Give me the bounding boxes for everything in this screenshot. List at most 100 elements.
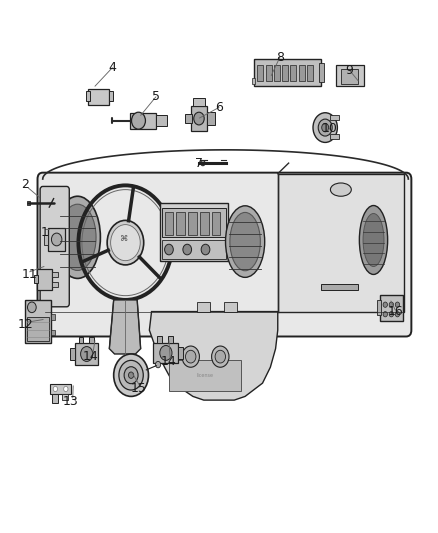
Bar xyxy=(70,348,75,360)
Bar xyxy=(62,394,68,400)
Bar xyxy=(185,114,191,123)
FancyBboxPatch shape xyxy=(38,173,411,336)
Ellipse shape xyxy=(230,213,260,271)
Bar xyxy=(224,302,237,312)
Bar xyxy=(177,213,185,235)
Bar xyxy=(336,65,364,86)
Bar xyxy=(188,213,197,235)
Text: 2: 2 xyxy=(21,178,29,191)
Circle shape xyxy=(212,346,229,367)
Bar xyxy=(178,347,184,359)
Bar xyxy=(212,213,220,235)
Circle shape xyxy=(131,112,145,129)
Circle shape xyxy=(28,302,36,313)
Bar xyxy=(88,89,110,105)
Bar xyxy=(193,98,205,106)
Ellipse shape xyxy=(330,183,351,196)
Bar xyxy=(153,343,178,363)
Circle shape xyxy=(111,224,140,261)
Bar xyxy=(278,174,404,312)
Bar xyxy=(34,275,38,284)
Circle shape xyxy=(64,386,68,392)
Circle shape xyxy=(389,312,393,317)
Bar xyxy=(165,213,173,235)
Circle shape xyxy=(160,345,172,360)
Text: 13: 13 xyxy=(63,395,79,408)
Bar xyxy=(321,284,358,290)
Bar xyxy=(89,337,94,343)
Bar xyxy=(329,115,339,120)
Bar xyxy=(50,384,71,394)
Circle shape xyxy=(313,113,337,142)
Bar xyxy=(274,65,280,81)
Bar xyxy=(168,336,173,343)
Text: 11: 11 xyxy=(22,268,38,281)
Circle shape xyxy=(395,302,399,308)
Bar xyxy=(207,112,215,125)
Circle shape xyxy=(194,112,204,125)
Bar xyxy=(27,201,30,205)
Ellipse shape xyxy=(363,214,384,266)
Bar xyxy=(257,65,263,81)
Text: 4: 4 xyxy=(109,61,117,74)
Text: 6: 6 xyxy=(215,101,223,114)
Circle shape xyxy=(201,244,210,255)
Bar xyxy=(290,65,297,81)
Bar xyxy=(37,269,52,290)
Bar xyxy=(162,240,226,259)
Bar xyxy=(191,106,207,131)
Circle shape xyxy=(389,302,393,308)
Bar xyxy=(130,113,156,128)
Circle shape xyxy=(383,302,388,308)
Bar xyxy=(329,134,339,139)
Bar xyxy=(110,91,113,101)
Ellipse shape xyxy=(59,204,96,270)
FancyBboxPatch shape xyxy=(40,187,69,307)
Text: 8: 8 xyxy=(276,51,284,63)
Text: 14: 14 xyxy=(161,356,177,368)
Text: ⌘: ⌘ xyxy=(120,234,129,243)
Bar xyxy=(197,302,210,312)
Circle shape xyxy=(81,346,93,361)
Circle shape xyxy=(182,346,199,367)
Ellipse shape xyxy=(55,196,100,278)
Bar xyxy=(27,317,49,341)
Text: 15: 15 xyxy=(131,382,146,395)
Bar xyxy=(162,208,226,237)
Text: 14: 14 xyxy=(83,350,99,363)
Circle shape xyxy=(383,312,388,317)
Bar xyxy=(44,235,48,245)
Circle shape xyxy=(53,386,57,392)
Bar xyxy=(50,314,55,319)
Bar xyxy=(52,272,58,277)
Circle shape xyxy=(201,160,205,166)
Bar xyxy=(50,330,55,335)
Bar xyxy=(254,59,321,86)
Text: license: license xyxy=(196,373,213,378)
Bar xyxy=(200,213,208,235)
Circle shape xyxy=(183,244,191,255)
Circle shape xyxy=(155,361,161,368)
Bar xyxy=(252,78,254,84)
Bar xyxy=(282,65,288,81)
Circle shape xyxy=(185,350,196,363)
Bar xyxy=(377,301,381,316)
Ellipse shape xyxy=(226,206,265,277)
Text: 16: 16 xyxy=(387,305,403,318)
Bar xyxy=(341,69,358,84)
Text: 9: 9 xyxy=(346,64,353,77)
Circle shape xyxy=(128,372,134,378)
Bar xyxy=(157,336,162,343)
Bar xyxy=(156,115,167,126)
Text: 12: 12 xyxy=(18,318,33,332)
Bar xyxy=(160,203,228,261)
Circle shape xyxy=(322,123,328,132)
Polygon shape xyxy=(149,312,278,400)
Bar xyxy=(319,63,324,82)
Bar xyxy=(307,65,313,81)
Circle shape xyxy=(124,367,138,384)
Bar xyxy=(86,91,90,101)
Bar xyxy=(25,300,50,343)
Circle shape xyxy=(119,360,143,390)
Circle shape xyxy=(318,119,332,136)
